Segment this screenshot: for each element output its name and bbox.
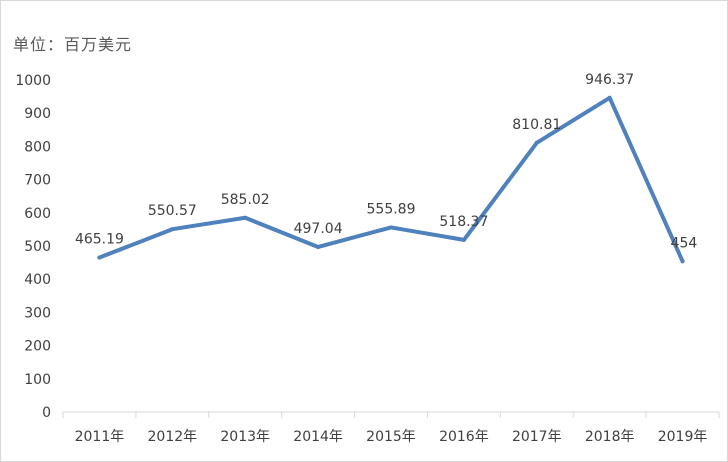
y-tick-label: 200 — [24, 339, 51, 355]
y-tick-label: 0 — [42, 405, 51, 421]
x-tick-labels: 2011年 2012年 2013年 2014年 2015年 2016年 2017年 2018年… — [75, 429, 708, 445]
y-tick-label: 100 — [24, 372, 51, 388]
data-label: 810.81 — [512, 117, 561, 133]
data-point — [534, 140, 539, 145]
data-point — [607, 95, 612, 100]
data-label: 946.37 — [585, 72, 634, 88]
data-point — [316, 244, 321, 249]
y-tick-label: 600 — [24, 206, 51, 222]
data-point — [243, 215, 248, 220]
data-label: 497.04 — [294, 221, 343, 237]
x-tick-label: 2011年 — [75, 429, 125, 445]
x-tick-label: 2016年 — [439, 429, 489, 445]
x-tick-label: 2017年 — [512, 429, 562, 445]
y-tick-label: 300 — [24, 305, 51, 321]
data-label: 550.57 — [148, 203, 197, 219]
y-tick-label: 500 — [24, 239, 51, 255]
data-point — [389, 225, 393, 230]
y-tick-label: 900 — [24, 106, 51, 122]
x-tick-label: 2019年 — [658, 429, 708, 445]
data-label: 555.89 — [367, 201, 416, 217]
series-line — [97, 95, 685, 264]
unit-label: 单位：百万美元 — [13, 35, 133, 54]
data-point — [461, 237, 466, 242]
data-point — [97, 255, 102, 260]
axes-group — [62, 411, 720, 418]
x-tick-label: 2013年 — [220, 429, 270, 445]
data-point — [170, 227, 175, 232]
y-tick-labels: 0 100 200 300 400 500 600 700 800 900 1000 — [15, 73, 51, 421]
x-tick-label: 2012年 — [148, 429, 198, 445]
x-tick-label: 2018年 — [585, 429, 635, 445]
y-tick-label: 700 — [24, 173, 51, 189]
y-tick-label: 800 — [24, 139, 51, 155]
data-label: 585.02 — [221, 192, 270, 208]
y-tick-label: 400 — [24, 272, 51, 288]
data-label: 465.19 — [75, 232, 124, 248]
data-point — [680, 259, 685, 264]
series-group — [97, 95, 685, 264]
data-label: 454 — [671, 235, 698, 251]
data-labels: 465.19 550.57 585.02 497.04 555.89 518.37 810.… — [75, 72, 697, 251]
x-tick-label: 2014年 — [293, 429, 343, 445]
y-tick-label: 1000 — [15, 73, 51, 89]
x-tick-label: 2015年 — [366, 429, 416, 445]
data-label: 518.37 — [439, 214, 488, 230]
